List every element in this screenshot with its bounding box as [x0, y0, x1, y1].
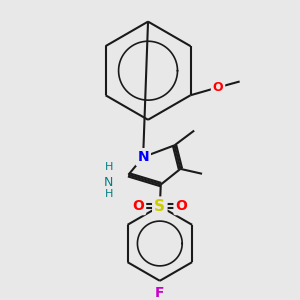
Text: O: O [213, 81, 224, 94]
Text: H: H [105, 189, 113, 200]
Text: F: F [155, 286, 165, 300]
Text: N: N [137, 150, 149, 164]
Text: H: H [105, 162, 113, 172]
Text: N: N [104, 176, 113, 189]
Text: O: O [176, 199, 188, 213]
Text: S: S [154, 199, 165, 214]
Text: O: O [132, 199, 144, 213]
